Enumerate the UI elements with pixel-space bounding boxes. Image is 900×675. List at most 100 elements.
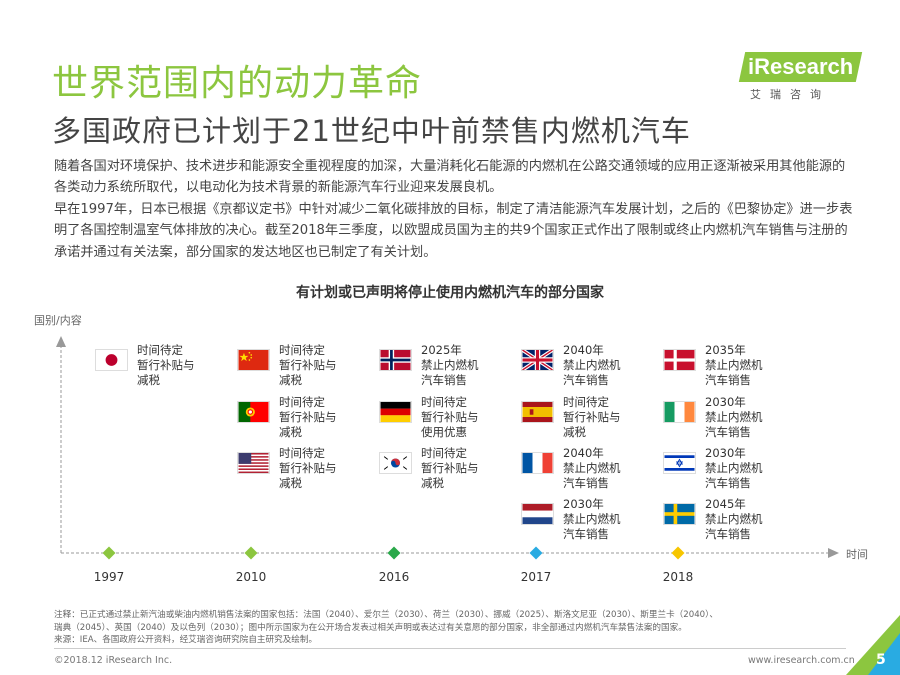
entry-line: 时间待定: [137, 343, 183, 357]
country-entry: 2030年 禁止内燃机 汽车销售: [663, 446, 803, 498]
country-entry-text: 2030年 禁止内燃机 汽车销售: [563, 497, 663, 542]
country-entry: 2040年 禁止内燃机 汽车销售: [521, 343, 661, 395]
entry-line: 禁止内燃机: [421, 358, 479, 372]
country-entry: 时间待定 暂行补贴与 减税: [95, 343, 235, 395]
timeline-marker-2016: [387, 546, 401, 560]
ireland-flag: [663, 401, 696, 423]
entry-line: 暂行补贴与: [421, 410, 479, 424]
entry-line: 汽车销售: [705, 373, 751, 387]
x-axis-label: 时间: [846, 548, 868, 561]
entry-line: 暂行补贴与: [421, 461, 479, 475]
entry-line: 汽车销售: [705, 476, 751, 490]
entry-line: 暂行补贴与: [563, 410, 621, 424]
entry-line: 2045年: [705, 497, 746, 511]
entry-line: 汽车销售: [705, 425, 751, 439]
entry-line: 2035年: [705, 343, 746, 357]
entry-line: 2040年: [563, 446, 604, 460]
corner-decoration: [846, 615, 900, 675]
year-label-2017: 2017: [520, 570, 552, 584]
entry-line: 减税: [279, 373, 302, 387]
norway-flag: [379, 349, 412, 371]
netherlands-flag: [521, 503, 554, 525]
usa-flag: [237, 452, 270, 474]
germany-flag: [379, 401, 412, 423]
country-entry-text: 2035年 禁止内燃机 汽车销售: [705, 343, 805, 388]
country-entry: 2035年 禁止内燃机 汽车销售: [663, 343, 803, 395]
country-entry: 时间待定 暂行补贴与 减税: [521, 395, 661, 447]
footnote-1: 注释：已正式通过禁止新汽油或柴油内燃机销售法案的国家包括：法国（2040）、爱尔…: [54, 610, 719, 620]
iresearch-logo: iResearch 艾瑞咨询: [738, 48, 863, 104]
entry-line: 暂行补贴与: [279, 410, 337, 424]
entry-line: 减税: [421, 476, 444, 490]
country-entry-text: 时间待定 暂行补贴与 减税: [137, 343, 237, 388]
page-number: 5: [876, 652, 886, 668]
portugal-flag: [237, 401, 270, 423]
country-entry: 2030年 禁止内燃机 汽车销售: [521, 497, 661, 549]
china-flag: [237, 349, 270, 371]
year-label-2018: 2018: [662, 570, 694, 584]
japan-flag: [95, 349, 128, 371]
entry-line: 2025年: [421, 343, 462, 357]
footnote-2: 瑞典（2045）、英国（2040）及以色列（2030）；图中所示国家为在公开场合…: [54, 622, 687, 633]
copyright: ©2018.12 iResearch Inc.: [54, 655, 173, 666]
entry-line: 禁止内燃机: [563, 358, 621, 372]
timeline-marker-2018: [671, 546, 685, 560]
entry-line: 时间待定: [279, 395, 325, 409]
uk-flag: [521, 349, 554, 371]
entry-line: 时间待定: [421, 446, 467, 460]
sweden-flag: [663, 503, 696, 525]
entry-line: 汽车销售: [563, 527, 609, 541]
intro-text: 随着各国对环境保护、技术进步和能源安全重视程度的加深，大量消耗化石能源的内燃机在…: [54, 156, 854, 263]
country-entry-text: 时间待定 暂行补贴与 减税: [421, 446, 521, 491]
year-label-1997: 1997: [93, 570, 125, 584]
entry-line: 2040年: [563, 343, 604, 357]
country-entry-text: 时间待定 暂行补贴与 减税: [279, 343, 379, 388]
timeline-marker-2010: [244, 546, 258, 560]
website-url: www.iresearch.com.cn: [748, 655, 855, 666]
country-entry-text: 2030年 禁止内燃机 汽车销售: [705, 446, 805, 491]
y-axis-label: 国别/内容: [34, 314, 82, 327]
entry-line: 时间待定: [421, 395, 467, 409]
timeline-marker-2017: [529, 546, 543, 560]
chart-title: 有计划或已声明将停止使用内燃机汽车的部分国家: [296, 285, 604, 301]
y-axis-arrow: [56, 336, 66, 347]
entry-line: 禁止内燃机: [563, 512, 621, 526]
denmark-flag: [663, 349, 696, 371]
entry-line: 减税: [279, 476, 302, 490]
logo-subtitle: 艾瑞咨询: [750, 88, 830, 101]
footnote-source: 来源：IEA、各国政府公开资料，经艾瑞咨询研究院自主研究及绘制。: [54, 635, 318, 645]
year-label-2010: 2010: [235, 570, 267, 584]
entry-line: 禁止内燃机: [705, 512, 763, 526]
entry-line: 禁止内燃机: [705, 358, 763, 372]
country-entry: 时间待定 暂行补贴与 减税: [237, 446, 377, 498]
israel-flag: [663, 452, 696, 474]
entry-line: 时间待定: [279, 446, 325, 460]
country-entry-text: 2030年 禁止内燃机 汽车销售: [705, 395, 805, 440]
country-entry: 时间待定 暂行补贴与 使用优惠: [379, 395, 519, 447]
country-entry-text: 时间待定 暂行补贴与 减税: [279, 446, 379, 491]
entry-line: 汽车销售: [705, 527, 751, 541]
entry-line: 2030年: [705, 395, 746, 409]
entry-line: 减税: [279, 425, 302, 439]
timeline-marker-1997: [102, 546, 116, 560]
entry-line: 禁止内燃机: [563, 461, 621, 475]
page-title: 世界范围内的动力革命: [52, 63, 423, 104]
country-entry-text: 2025年 禁止内燃机 汽车销售: [421, 343, 521, 388]
france-flag: [521, 452, 554, 474]
entry-line: 暂行补贴与: [279, 358, 337, 372]
country-entry: 2045年 禁止内燃机 汽车销售: [663, 497, 803, 549]
entry-line: 减税: [563, 425, 586, 439]
entry-line: 汽车销售: [421, 373, 467, 387]
spain-flag: [521, 401, 554, 423]
entry-line: 时间待定: [279, 343, 325, 357]
country-entry-text: 时间待定 暂行补贴与 减税: [279, 395, 379, 440]
entry-line: 禁止内燃机: [705, 461, 763, 475]
entry-line: 减税: [137, 373, 160, 387]
year-label-2016: 2016: [378, 570, 410, 584]
entry-line: 2030年: [563, 497, 604, 511]
entry-line: 暂行补贴与: [137, 358, 195, 372]
footnotes: 注释：已正式通过禁止新汽油或柴油内燃机销售法案的国家包括：法国（2040）、爱尔…: [54, 609, 854, 647]
country-entry: 2030年 禁止内燃机 汽车销售: [663, 395, 803, 447]
entry-line: 2030年: [705, 446, 746, 460]
entry-line: 使用优惠: [421, 425, 467, 439]
